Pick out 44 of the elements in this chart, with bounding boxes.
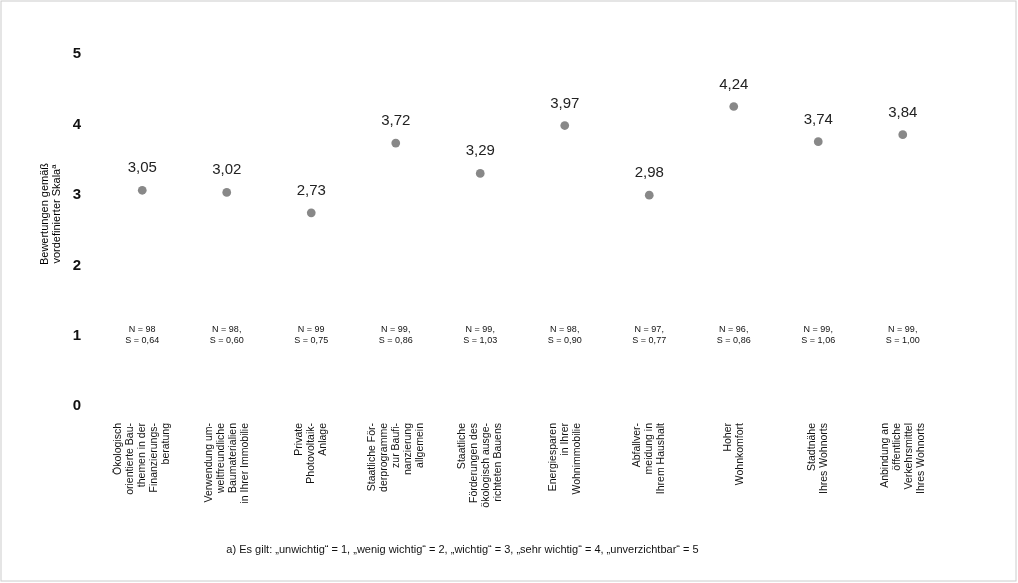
data-label: 3,74 <box>803 109 833 127</box>
annotation: N = 99, S = 1,06 <box>801 323 836 345</box>
data-label: 2,73 <box>296 180 326 198</box>
point <box>306 208 316 218</box>
point <box>898 130 908 140</box>
point <box>137 185 147 195</box>
point <box>560 121 570 130</box>
y-tick-label: 3 <box>72 185 82 203</box>
point <box>391 138 401 148</box>
annotation: N = 97, S = 0,77 <box>632 323 667 345</box>
data-label: 3,97 <box>550 93 580 111</box>
annotation: N = 96, S = 0,86 <box>716 323 751 345</box>
annotation: N = 98 S = 0,64 <box>125 323 160 345</box>
point <box>222 188 232 197</box>
x-tick-label: Staatliche För- derprogramme zur Baufi- nanzierung allgemein <box>364 422 425 492</box>
annotation: N = 99, S = 0,86 <box>378 323 413 345</box>
point <box>729 102 739 111</box>
x-tick-label: Anbindung an öffentliche Verkehrsmittel Ihres Wohnorts <box>877 422 926 495</box>
y-tick-label: 5 <box>72 44 82 62</box>
data-label: 3,72 <box>381 111 411 129</box>
data-label: 3,84 <box>888 102 918 120</box>
point <box>644 190 654 200</box>
text: a) Es gilt: „unwichtig“ = 1, „wenig wichtig“ = 2, „wichtig“ = 3, „sehr wichtig“ = 4, „unverzichtbar“ = 5 <box>226 543 699 555</box>
point <box>475 169 485 178</box>
annotation: N = 99 S = 0,75 <box>294 323 329 345</box>
data-label: 3,29 <box>465 141 495 159</box>
annotation: N = 99, S = 1,00 <box>885 323 920 345</box>
data-label: 3,05 <box>127 158 157 176</box>
data-label: 2,98 <box>634 163 664 181</box>
y-tick-label: 0 <box>72 396 82 414</box>
y-tick-label: 4 <box>72 114 82 132</box>
x-tick-label: Ökologisch orientierte Bau- themen in der Finanzierungs- beratung <box>111 422 172 495</box>
x-tick-label: Hoher Wohnkomfort <box>720 422 745 486</box>
point <box>813 137 823 147</box>
x-tick-label: Stadtnähe Ihres Wohnorts <box>805 422 830 495</box>
y-tick-label: 2 <box>72 255 82 273</box>
data-label: 4,24 <box>719 74 749 92</box>
annotation: N = 98, S = 0,90 <box>547 323 582 345</box>
annotation: N = 98, S = 0,60 <box>209 323 244 345</box>
x-tick-label: Abfallver- meidung in Ihrem Haushalt <box>630 422 667 495</box>
x-tick-label: Private Photovoltaik- Anlage <box>292 422 329 484</box>
annotation: N = 99, S = 1,03 <box>463 323 498 345</box>
y-tick-label: 1 <box>72 325 82 343</box>
data-label: 3,02 <box>212 160 242 178</box>
